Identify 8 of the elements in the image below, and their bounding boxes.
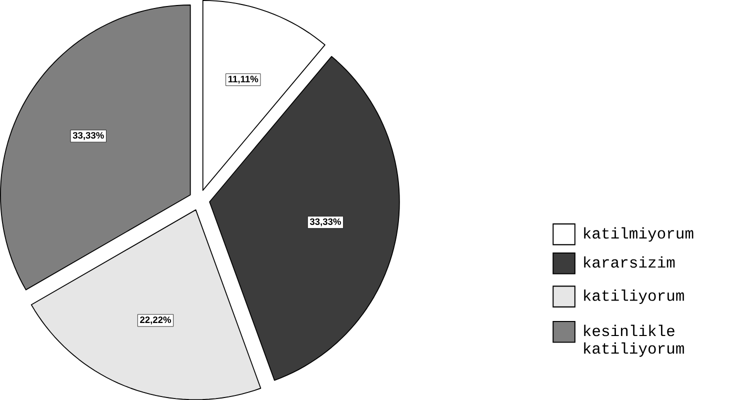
- legend-label: kararsizim: [584, 256, 675, 268]
- data-label: 33,33%: [310, 218, 341, 226]
- legend-label: katilmiyorum: [584, 227, 694, 242]
- data-label: 22,22%: [140, 316, 172, 324]
- legend-label: katiliyorum: [584, 289, 684, 304]
- legend-label: kesinlikle katiliyorum: [584, 324, 684, 357]
- data-label: 33,33%: [72, 132, 104, 140]
- data-label: 11,11%: [228, 76, 258, 84]
